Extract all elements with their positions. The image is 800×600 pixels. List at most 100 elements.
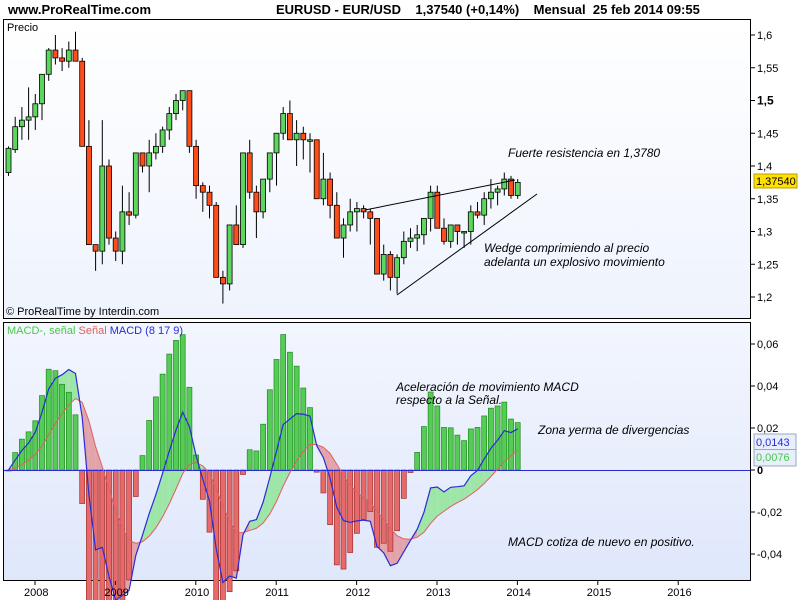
candle [240,152,246,248]
price-tick-label: 1,55 [757,63,778,75]
time-axis[interactable]: 2008 2009 2010 2011 2012 2013 2014 2015 2016 [24,581,692,599]
candle [300,126,307,160]
candle [132,152,139,219]
instrument-title: EURUSD - EUR/USD 1,37540 (+0,14%) Mensua… [276,2,700,17]
macd-tick-label: -0,04 [757,549,782,561]
histogram-bar [226,469,233,593]
histogram-bar [233,469,240,572]
histogram-bar [45,368,52,471]
candle [293,120,300,166]
histogram-bar [159,373,166,471]
candle [206,185,213,219]
histogram-bar [414,452,421,471]
candle [152,133,159,160]
price-tick-label: 1,2 [757,292,772,304]
histogram-bar [246,449,253,471]
macd-line [8,368,518,600]
candlesticks [5,31,521,304]
histogram-bar [25,431,32,471]
candle [454,224,461,245]
macd-tick-label: 0,04 [757,381,778,393]
price-tick-label: 1,45 [757,128,778,140]
candle [280,107,287,140]
histogram-bar [139,455,146,471]
period: Mensual [533,2,586,17]
candle [394,254,401,294]
year-tick-label: 2013 [426,587,450,599]
histogram-bar [179,334,186,471]
macd-tick-label: 0 [757,465,763,477]
candle [173,93,179,121]
current-price-value: 1,37540 [756,176,796,188]
candle [407,228,414,248]
candle [447,224,454,248]
candle [467,205,474,245]
annotation-resistance: Fuerte resistencia en 1,3780 [508,146,660,160]
candle [347,198,354,232]
candle [320,152,327,206]
price-panel[interactable]: Precio © ProRealTime by Interdin.com Fue… [3,19,751,319]
histogram-bar [508,418,514,471]
histogram-bar [461,440,467,471]
histogram-bar [434,405,441,471]
candle [193,139,200,199]
annotation-wedge-1: Wedge comprimiendo al precio [484,241,650,255]
last-price: 1,37540 [415,2,463,17]
macd-tick-label: 0,06 [757,339,778,351]
macd-histogram [5,334,521,600]
chart-header: www.ProRealTime.com EURUSD - EUR/USD 1,3… [0,0,800,19]
histogram-bar [421,426,427,471]
candle [179,90,186,111]
candle [273,132,280,186]
price-tick-label: 1,3 [757,227,772,239]
histogram-bar [441,427,447,471]
candle [139,152,146,173]
legend-signal: Señal [79,325,107,337]
year-tick-label: 2015 [587,587,611,599]
histogram-bar [447,427,454,471]
year-tick-label: 2009 [104,587,128,599]
candle [45,48,52,81]
candle [99,120,106,265]
histogram-bar [153,396,159,471]
price-tick-label: 1,4 [757,161,772,173]
candle [112,231,119,261]
histogram-bar [99,469,106,600]
price-axis[interactable]: 1,6 1,55 1,5 1,45 1,4 1,35 1,3 1,25 1,2 [751,30,778,304]
signal-value: 0,0076 [756,452,790,464]
year-tick-label: 2008 [24,587,48,599]
candle [474,202,481,219]
histogram-bar [59,383,65,471]
histogram-bar [354,469,360,534]
candle [39,73,45,121]
candle [233,205,240,245]
candle [514,179,521,199]
histogram-bar [293,365,300,471]
candle [253,185,260,239]
candle [494,185,501,206]
candle [246,139,253,199]
candle [159,126,166,153]
histogram-bar [79,469,86,504]
site-name[interactable]: www.ProRealTime.com [8,2,152,17]
candle [481,192,488,225]
macd-panel[interactable]: MACD-, señal Señal MACD (8 17 9) Acelera… [3,322,751,600]
price-tick-label: 1,25 [757,259,778,271]
candle [307,133,313,173]
candle [79,57,86,147]
histogram-bar [360,469,367,520]
macd-axis[interactable]: 0,06 0,04 0,02 0 -0,02 -0,04 [751,339,782,561]
candle [199,182,206,212]
candle [374,217,380,275]
macd-legend: MACD-, señal Señal MACD (8 17 9) [7,325,183,337]
candle [461,231,468,248]
candle [380,244,387,281]
histogram-bar [112,469,119,600]
annotation-accel-1: Aceleración de movimiento MACD [395,380,579,394]
signal-line [8,397,519,544]
candle [327,172,334,219]
candle [333,192,340,239]
macd-tick-label: -0,02 [757,507,782,519]
candle [487,179,494,209]
